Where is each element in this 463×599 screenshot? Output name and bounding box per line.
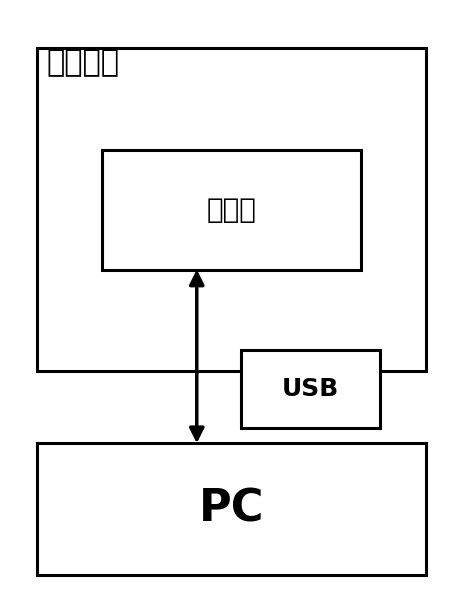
Text: PC: PC — [199, 488, 264, 531]
Bar — [37, 443, 426, 575]
Bar — [102, 150, 361, 270]
Text: USB: USB — [282, 377, 339, 401]
Bar — [241, 350, 380, 428]
Text: 被测件: 被测件 — [206, 196, 257, 223]
Text: 固定装置: 固定装置 — [46, 49, 119, 77]
Bar — [37, 48, 426, 371]
